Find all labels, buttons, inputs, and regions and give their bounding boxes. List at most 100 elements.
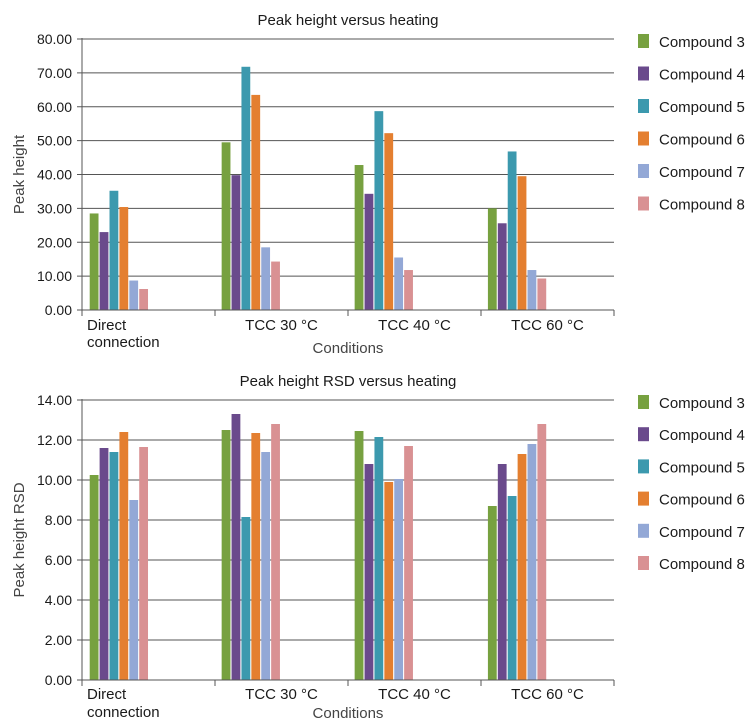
- legend-swatch: [638, 131, 649, 146]
- y-tick-label: 60.00: [37, 99, 72, 115]
- legend-swatch: [638, 34, 649, 48]
- legend-label: Compound 7: [659, 164, 745, 181]
- chart-1: Peak height versus heating 0.00 10.00 20.00…: [11, 12, 745, 357]
- y-tick-label: 50.00: [37, 133, 72, 149]
- y-tick-label: 14.00: [37, 392, 72, 408]
- y-tick-label: 8.00: [45, 512, 72, 528]
- x-category-label: Direct: [87, 686, 127, 703]
- legend-swatch: [638, 395, 649, 409]
- legend-label: Compound 5: [659, 99, 745, 116]
- x-category-label: TCC 60 °C: [511, 317, 584, 334]
- bar-compound-4: [99, 448, 109, 680]
- chart-title: Peak height versus heating: [258, 12, 439, 29]
- bar-compound-4: [364, 464, 374, 680]
- bar-compound-3: [487, 506, 497, 680]
- chart-2: Peak height RSD versus heating 0.00 2.00 4.…: [11, 373, 745, 722]
- y-tick-label: 30.00: [37, 200, 72, 216]
- legend-swatch: [638, 427, 649, 442]
- y-tick-label: 10.00: [37, 268, 72, 284]
- bar-compound-5: [109, 452, 119, 680]
- bar-compound-4: [364, 193, 374, 310]
- legend-swatch: [638, 523, 649, 538]
- legend-label: Compound 4: [659, 427, 745, 444]
- legend-label: Compound 5: [659, 459, 745, 476]
- legend-swatch: [638, 66, 649, 81]
- bar-compound-3: [221, 142, 231, 310]
- x-axis-title: Conditions: [313, 705, 384, 719]
- bar-compound-8: [271, 261, 280, 310]
- y-tick-label: 6.00: [45, 552, 72, 568]
- bar-compound-5: [507, 151, 517, 310]
- bar-compound-4: [231, 175, 241, 310]
- bar-compound-3: [487, 208, 497, 310]
- bar-compound-4: [231, 414, 241, 680]
- bar-compound-5: [241, 517, 251, 680]
- bar-compound-4: [99, 232, 109, 310]
- legend-swatch: [638, 556, 649, 570]
- bar-compound-3: [89, 475, 99, 680]
- bar-compound-7: [129, 500, 139, 680]
- bar-compound-8: [537, 424, 547, 680]
- legend-label: Compound 8: [659, 197, 745, 214]
- x-category-label: TCC 40 °C: [378, 317, 451, 334]
- x-axis-title: Conditions: [313, 340, 384, 357]
- y-tick-label: 0.00: [45, 672, 72, 688]
- x-category-label: TCC 40 °C: [378, 686, 451, 703]
- legend-swatch: [638, 491, 649, 506]
- legend-swatch: [638, 99, 649, 113]
- bar-compound-7: [527, 444, 537, 680]
- bar-compound-8: [537, 278, 547, 310]
- legend-label: Compound 3: [659, 34, 745, 51]
- bar-compound-5: [374, 111, 384, 310]
- x-category-label: TCC 30 °C: [245, 317, 318, 334]
- bar-compound-3: [354, 165, 364, 310]
- y-tick-label: 80.00: [37, 31, 72, 47]
- bar-compound-7: [261, 247, 271, 310]
- legend-swatch: [638, 459, 649, 474]
- bar-compound-6: [517, 454, 527, 680]
- x-category-label: connection: [87, 704, 160, 719]
- bar-compound-6: [119, 207, 129, 310]
- bar-compound-7: [527, 270, 537, 310]
- bar-compound-3: [89, 213, 99, 310]
- bar-compound-5: [109, 190, 119, 310]
- y-tick-label: 2.00: [45, 632, 72, 648]
- legend-swatch: [638, 164, 649, 178]
- bar-compound-7: [394, 479, 404, 680]
- bar-compound-3: [354, 431, 364, 680]
- bar-compound-7: [261, 452, 271, 680]
- bar-compound-3: [221, 430, 231, 680]
- bar-compound-8: [139, 447, 149, 680]
- y-tick-label: 40.00: [37, 167, 72, 183]
- y-tick-label: 4.00: [45, 592, 72, 608]
- bar-compound-4: [497, 464, 507, 680]
- bar-compound-8: [404, 270, 413, 310]
- bar-compound-7: [129, 280, 139, 310]
- legend-label: Compound 6: [659, 132, 745, 149]
- bar-compound-5: [507, 496, 517, 680]
- x-category-label: TCC 60 °C: [511, 686, 584, 703]
- bar-compound-8: [139, 288, 149, 310]
- chart-title: Peak height RSD versus heating: [240, 373, 457, 390]
- y-tick-label: 10.00: [37, 472, 72, 488]
- legend-label: Compound 7: [659, 524, 745, 541]
- bar-compound-6: [251, 433, 261, 680]
- y-tick-label: 0.00: [45, 302, 72, 318]
- y-axis-title: Peak height RSD: [11, 482, 28, 597]
- legend-label: Compound 3: [659, 395, 745, 412]
- legend-swatch: [638, 196, 649, 211]
- legend-label: Compound 8: [659, 556, 745, 573]
- bar-compound-6: [517, 176, 527, 310]
- y-tick-label: 70.00: [37, 65, 72, 81]
- bar-compound-4: [497, 223, 507, 310]
- bar-compound-6: [384, 133, 394, 310]
- bar-compound-5: [241, 66, 251, 310]
- y-tick-label: 12.00: [37, 432, 72, 448]
- bar-compound-6: [251, 94, 261, 310]
- bar-compound-6: [384, 482, 394, 680]
- bar-compound-8: [271, 424, 280, 680]
- x-category-label: Direct: [87, 317, 127, 334]
- legend-label: Compound 6: [659, 492, 745, 509]
- bar-compound-7: [394, 257, 404, 310]
